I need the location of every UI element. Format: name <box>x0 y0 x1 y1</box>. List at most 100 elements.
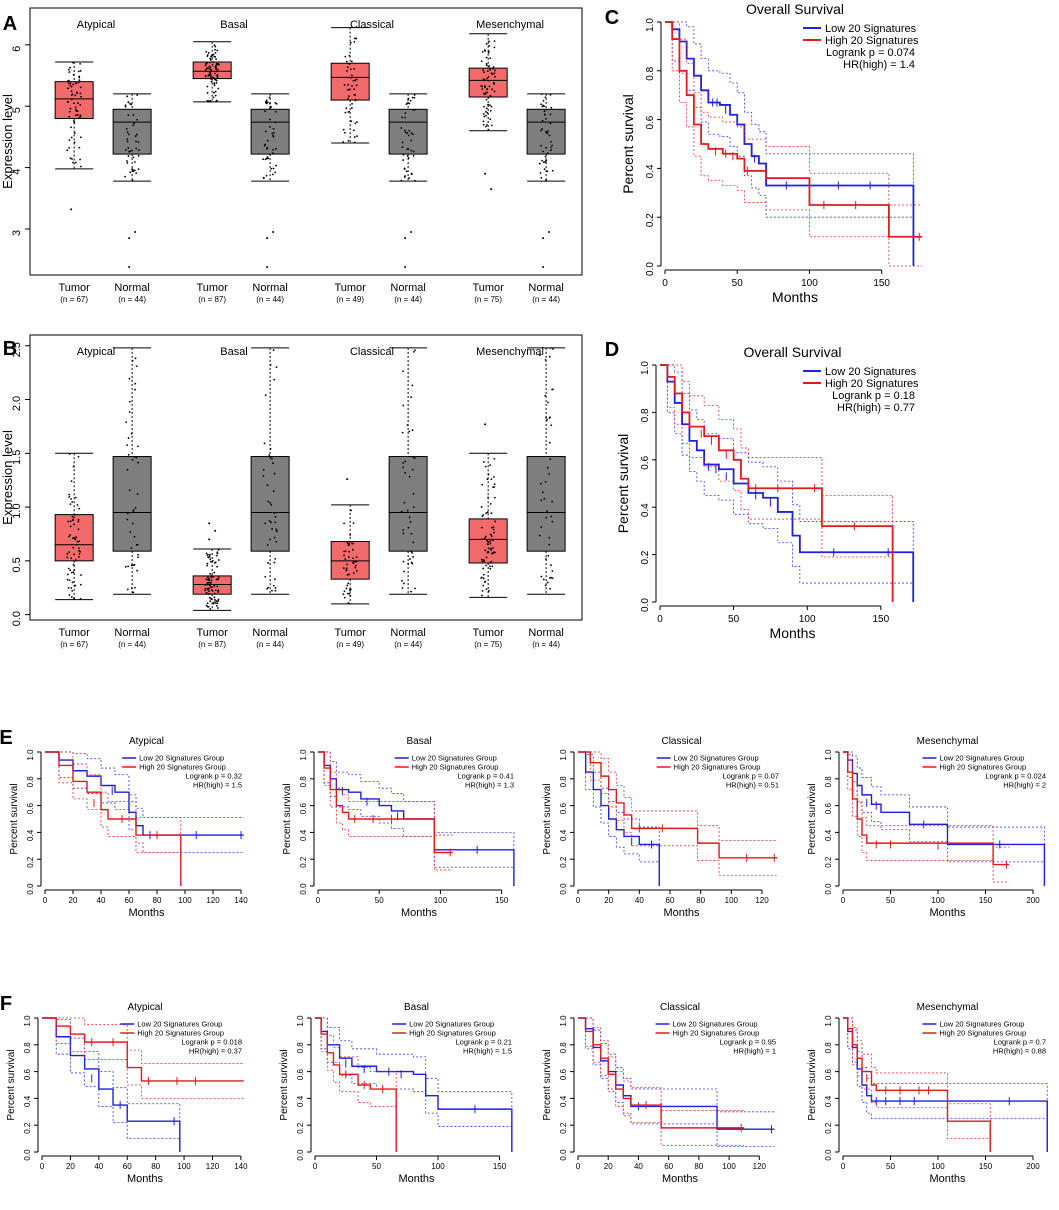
data-point <box>75 161 77 164</box>
data-point <box>352 522 355 525</box>
x-tick-label: 100 <box>177 1162 191 1171</box>
y-tick-label: 0.8 <box>559 776 568 788</box>
data-point <box>411 468 414 471</box>
data-point <box>77 518 80 521</box>
y-tick-label: 0.6 <box>559 802 568 814</box>
data-point <box>487 543 490 546</box>
data-point <box>412 456 415 459</box>
data-point <box>212 96 215 99</box>
data-point <box>540 575 543 578</box>
survival-curve-high <box>660 364 894 602</box>
data-point <box>80 574 82 576</box>
x-tick-label: 0 <box>662 278 668 289</box>
group-title: Atypical <box>77 346 116 358</box>
panel-e3: 0.0 0.2 0.4 0.6 0.8 1.0 0 20 40 60 80 100 120 Months P… <box>542 736 779 919</box>
box-label: Tumor <box>58 282 90 294</box>
survival-curve-low <box>45 751 244 836</box>
data-point <box>405 103 408 106</box>
panel-e4: 0.0 0.2 0.4 0.6 0.8 1.0 0 50 100 150 200 Months Perc… <box>807 736 1046 919</box>
data-point <box>481 560 484 563</box>
panel-label-d: D <box>605 339 619 361</box>
panel-label-e1: E <box>0 727 13 749</box>
data-point <box>274 121 277 124</box>
legend-label: High 20 Signatures <box>825 35 919 47</box>
data-point <box>75 82 77 85</box>
x-tick-label: 80 <box>151 1162 160 1171</box>
data-point <box>489 118 492 121</box>
data-point <box>209 572 212 575</box>
data-point <box>343 550 346 553</box>
data-point <box>135 147 138 150</box>
panel-e2: 0.0 0.2 0.4 0.6 0.8 1.0 0 50 100 150 Months Percent… <box>282 736 515 919</box>
confidence-band <box>660 364 914 602</box>
x-tick-label: 80 <box>153 896 162 905</box>
box-n-label: (n = 44) <box>532 295 560 304</box>
data-point <box>551 169 554 172</box>
data-point <box>70 587 73 589</box>
data-point <box>403 501 406 504</box>
data-point <box>542 578 545 581</box>
data-point <box>274 587 277 589</box>
chart-title: Classical <box>661 736 701 747</box>
data-point <box>134 357 137 360</box>
y-tick-label: 0.4 <box>824 829 833 841</box>
stat-label: Logrank p = 0.07 <box>722 772 779 781</box>
y-tick-label: 0.8 <box>640 408 651 422</box>
y-tick-label: 0.6 <box>26 802 35 814</box>
data-point <box>266 101 269 104</box>
data-point <box>215 554 218 557</box>
data-point <box>489 561 492 564</box>
data-point <box>214 51 217 54</box>
x-tick-label: 50 <box>886 1162 895 1171</box>
data-point <box>69 525 72 528</box>
data-point <box>78 540 81 543</box>
y-tick-label: 0.6 <box>559 1068 568 1080</box>
data-point <box>217 559 220 561</box>
x-tick-label: 20 <box>604 1162 613 1171</box>
tumor-box <box>468 67 508 98</box>
x-axis-label: Months <box>401 907 438 919</box>
data-point <box>72 73 75 76</box>
data-point <box>351 74 353 77</box>
data-point <box>68 496 71 498</box>
data-point <box>205 552 208 555</box>
data-point <box>356 135 358 138</box>
x-tick-label: 100 <box>722 1162 736 1171</box>
data-point <box>545 146 547 149</box>
data-point <box>541 159 544 162</box>
data-point <box>204 75 207 77</box>
data-point <box>356 121 358 124</box>
data-point <box>67 520 70 523</box>
confidence-band <box>578 751 778 876</box>
data-point <box>492 547 494 549</box>
data-point <box>263 144 266 147</box>
stat-label: HR(high) = 0.88 <box>993 1047 1046 1056</box>
data-point <box>481 50 484 53</box>
data-point <box>70 126 72 129</box>
data-point <box>127 147 130 149</box>
data-point <box>214 45 217 48</box>
data-point <box>484 535 487 538</box>
data-point <box>262 176 265 179</box>
data-point <box>483 105 485 108</box>
data-point <box>412 108 415 111</box>
chart-title: Atypical <box>129 736 164 747</box>
y-axis-label: Percent survival <box>807 783 818 854</box>
data-point <box>269 538 271 541</box>
data-point <box>208 556 211 558</box>
x-axis-label: Months <box>663 907 700 919</box>
box-label: Normal <box>390 282 425 294</box>
data-point <box>268 96 271 99</box>
data-point <box>67 87 69 90</box>
data-point <box>136 493 139 496</box>
data-point <box>405 170 408 173</box>
data-point <box>538 162 541 165</box>
data-point <box>487 76 490 78</box>
data-point <box>408 102 411 105</box>
data-point <box>543 110 546 113</box>
data-point <box>135 456 138 459</box>
confidence-band <box>843 751 1045 886</box>
x-tick-label: 140 <box>234 896 248 905</box>
y-tick-label: 0.0 <box>296 1149 305 1161</box>
data-point <box>269 456 272 459</box>
